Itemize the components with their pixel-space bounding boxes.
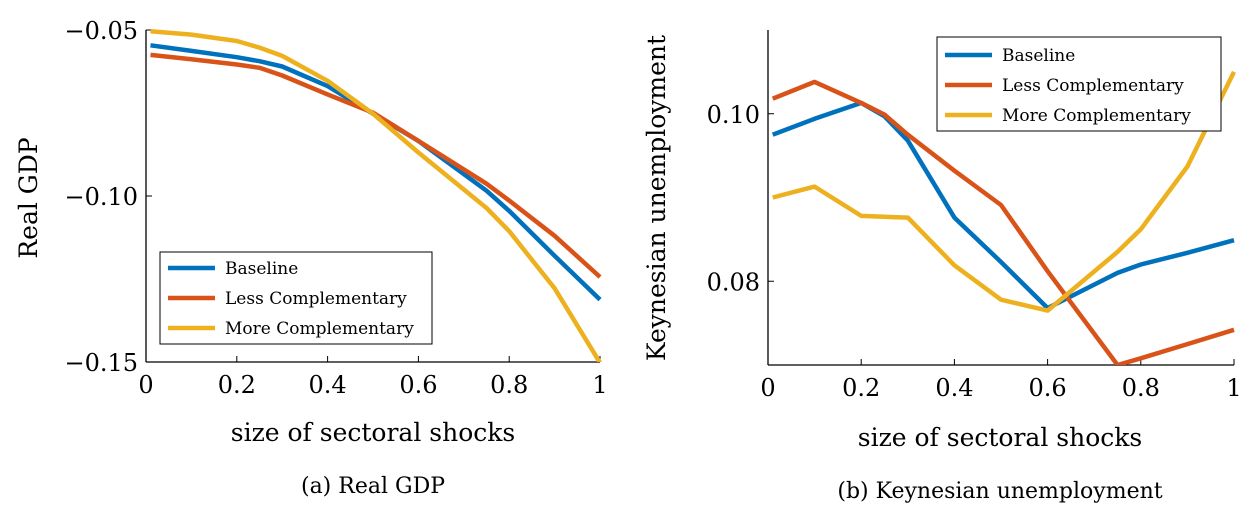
axes (145, 29, 601, 363)
legend-label-less-complementary: Less Complementary (225, 289, 407, 309)
chart-panel-real-gdp: 0 0.2 0.4 0.6 0.8 1 −0.05 −0.10 −0.15 Real GDP s… (14, 17, 608, 499)
x-tick-label: 0.4 (309, 371, 347, 399)
x-tick-label: 0 (760, 374, 775, 402)
series-line-baseline (771, 100, 1235, 311)
legend-label-baseline: Baseline (1002, 46, 1075, 66)
tick-labels: 0 0.2 0.4 0.6 0.8 1 −0.05 −0.10 −0.15 (64, 17, 607, 399)
y-tick-label: −0.15 (64, 349, 138, 377)
x-axis-label: size of sectoral shocks (858, 423, 1142, 452)
y-tick-label: −0.10 (64, 183, 138, 211)
legend-label-more-complementary: More Complementary (225, 319, 414, 339)
y-axis-label: Real GDP (14, 137, 43, 258)
series-lines (150, 29, 602, 362)
series-line-less-complementary (150, 52, 602, 279)
axes (767, 30, 1235, 366)
caption: (b) Keynesian unemployment (837, 479, 1162, 504)
x-axis-label: size of sectoral shocks (231, 418, 515, 447)
x-tick-label: 0.6 (1029, 374, 1067, 402)
x-tick-label: 0.2 (842, 374, 880, 402)
legend-label-baseline: Baseline (225, 259, 298, 279)
x-tick-label: 0.4 (935, 374, 973, 402)
x-tick-label: 0.2 (218, 371, 256, 399)
legend: Baseline Less Complementary More Complemen… (936, 36, 1222, 132)
y-tick-label: 0.10 (707, 101, 760, 129)
y-axis-label: Keynesian unemployment (642, 35, 671, 361)
x-tick-label: 0 (138, 371, 153, 399)
x-tick-label: 1 (592, 371, 607, 399)
legend: Baseline Less Complementary More Complemen… (159, 251, 433, 345)
legend-label-more-complementary: More Complementary (1002, 106, 1191, 126)
x-tick-label: 0.8 (490, 371, 528, 399)
y-tick-label: 0.08 (707, 268, 760, 296)
caption: (a) Real GDP (301, 474, 445, 499)
tick-labels: 0 0.2 0.4 0.6 0.8 1 0.10 0.08 (707, 101, 1241, 402)
y-tick-label: −0.05 (64, 17, 138, 45)
legend-label-less-complementary: Less Complementary (1002, 76, 1184, 96)
chart-panel-keynesian-unemployment: 0 0.2 0.4 0.6 0.8 1 0.10 0.08 Keynesian unemplo… (642, 30, 1241, 504)
x-tick-label: 1 (1226, 374, 1241, 402)
series-lines (771, 70, 1237, 365)
series-line-more-complementary (150, 29, 602, 362)
x-tick-label: 0.8 (1122, 374, 1160, 402)
series-line-more-complementary (772, 70, 1237, 313)
series-line-less-complementary (771, 79, 1235, 365)
x-tick-label: 0.6 (399, 371, 437, 399)
